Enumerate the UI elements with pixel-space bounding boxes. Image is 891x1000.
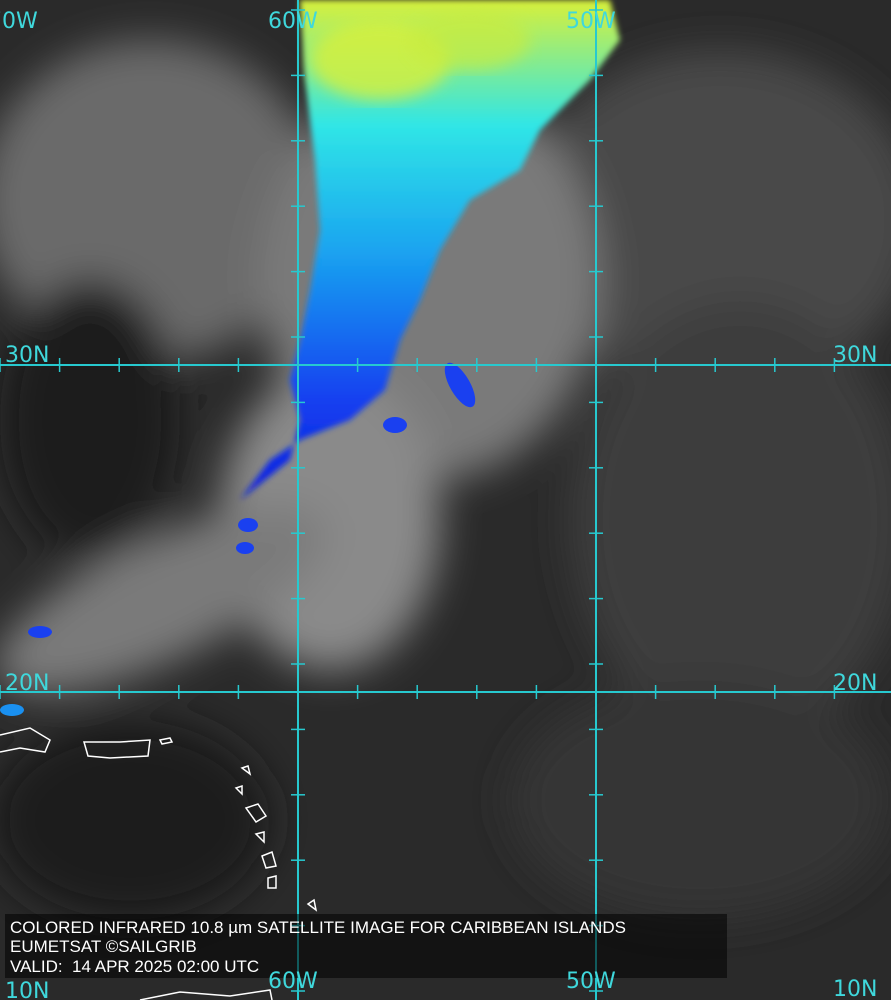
grid-label: 60W bbox=[268, 9, 318, 34]
grid-label: 20N bbox=[5, 671, 49, 696]
grid-label: 50W bbox=[566, 969, 616, 994]
grid-label: 30N bbox=[833, 343, 877, 368]
grid-label: 30N bbox=[5, 343, 49, 368]
cold-cloud-tops bbox=[0, 0, 620, 716]
grid-label: 50W bbox=[566, 9, 616, 34]
caption: COLORED INFRARED 10.8 µm SATELLITE IMAGE… bbox=[10, 918, 626, 976]
caption-box bbox=[5, 914, 727, 978]
grid-label: 60W bbox=[268, 969, 318, 994]
grid-label: 20N bbox=[833, 671, 877, 696]
coastlines bbox=[0, 727, 318, 1000]
grid-labels: 70W 60W 50W 30N 20N 30N 20N 10N 60W 50W … bbox=[0, 9, 877, 1000]
graticule-ticks bbox=[0, 9, 836, 992]
grid-label: 70W bbox=[0, 9, 38, 34]
grid-label: 10N bbox=[5, 979, 49, 1000]
grid-label: 10N bbox=[833, 977, 877, 1000]
caption-line: VALID: 14 APR 2025 02:00 UTC bbox=[10, 957, 259, 976]
caption-line: EUMETSAT ©SAILGRIB bbox=[10, 937, 197, 956]
caption-line: COLORED INFRARED 10.8 µm SATELLITE IMAGE… bbox=[10, 918, 626, 937]
